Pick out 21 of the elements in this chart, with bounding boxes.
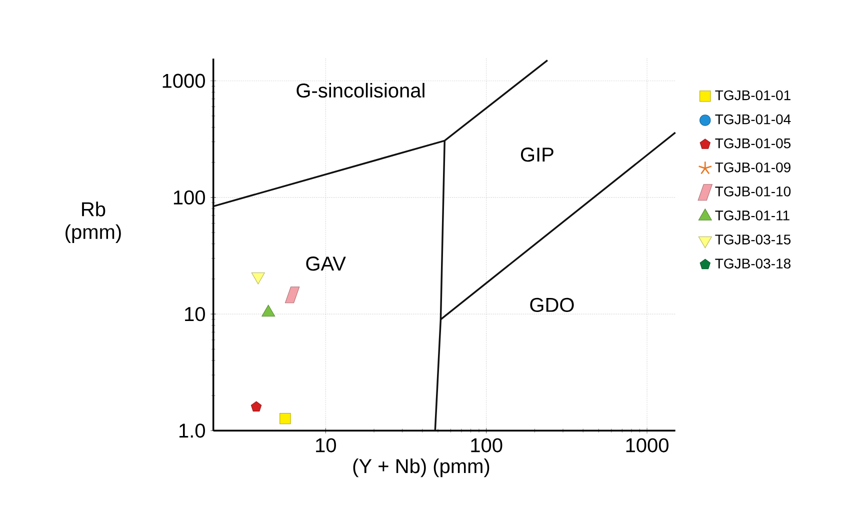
y-tick-label: 1000 (162, 74, 205, 88)
legend-label: TGJB-01-01 (715, 90, 790, 100)
y-tick-label: 10 (185, 306, 205, 322)
legend-label: TGJB-01-10 (715, 186, 791, 196)
x-tick-label: 10 (316, 438, 336, 452)
x-axis-title: (Y + Nb) (pmm) (353, 458, 490, 478)
annotation: GIP (520, 148, 554, 162)
legend-label: TGJB-01-05 (715, 138, 791, 148)
legend-label: TGJB-03-18 (715, 258, 790, 269)
legend-label: TGJB-03-15 (715, 234, 791, 244)
x-tick-label: 100 (471, 438, 502, 452)
legend-label: TGJB-01-11 (715, 210, 790, 220)
annotation: GDO (530, 298, 574, 312)
annotation: G-sincolisional (296, 82, 424, 98)
y-axis-title: Rb (pmm) (66, 202, 121, 243)
y-tick-label: 100 (174, 190, 205, 205)
legend-label: TGJB-01-09 (715, 162, 790, 172)
annotation: GAV (306, 256, 346, 271)
x-tick-label: 1000 (626, 438, 668, 452)
legend-label: TGJB-01-04 (715, 114, 791, 124)
y-tick-label: 1.0 (180, 424, 205, 438)
